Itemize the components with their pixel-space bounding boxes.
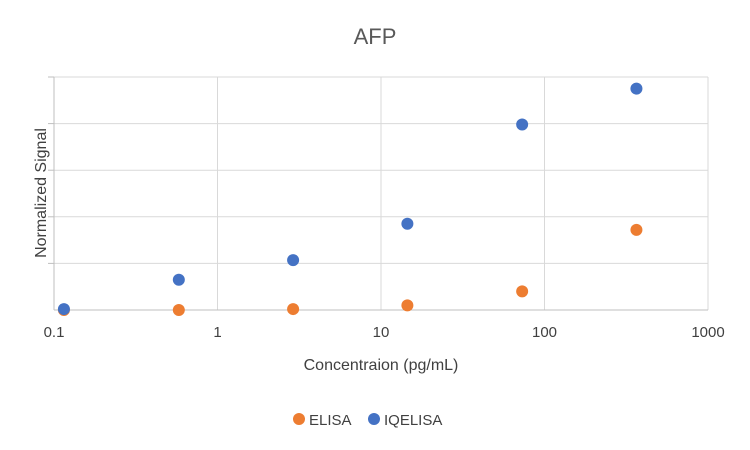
- legend-label-elisa: ELISA: [309, 412, 352, 429]
- axes: [53, 77, 708, 311]
- data-point-elisa: [630, 223, 643, 236]
- data-point-iqelisa: [401, 217, 414, 230]
- x-axis-label: Concentraion (pg/mL): [304, 357, 459, 374]
- data-point-iqelisa: [287, 254, 300, 267]
- chart-title: AFP: [354, 24, 397, 49]
- x-tick-label: 1000: [691, 324, 724, 341]
- data-points: [57, 82, 643, 316]
- data-point-iqelisa: [516, 118, 529, 131]
- legend: ELISA IQELISA: [293, 412, 442, 429]
- legend-marker-elisa: [293, 413, 305, 425]
- x-tick-label: 10: [373, 324, 390, 341]
- data-point-iqelisa: [172, 273, 185, 286]
- gridlines: [48, 76, 709, 310]
- legend-label-iqelisa: IQELISA: [384, 412, 442, 429]
- legend-marker-iqelisa: [368, 413, 380, 425]
- data-point-elisa: [172, 304, 185, 316]
- data-point-iqelisa: [630, 82, 643, 95]
- x-tick-labels: 0.1 1 10 100 1000: [44, 324, 725, 341]
- x-tick-label: 0.1: [44, 324, 65, 341]
- data-point-iqelisa: [57, 303, 70, 316]
- data-point-elisa: [401, 299, 414, 312]
- data-point-elisa: [287, 303, 300, 316]
- x-tick-label: 1: [213, 324, 221, 341]
- data-point-elisa: [516, 285, 529, 298]
- x-tick-label: 100: [532, 324, 557, 341]
- y-axis-label: Normalized Signal: [33, 128, 50, 258]
